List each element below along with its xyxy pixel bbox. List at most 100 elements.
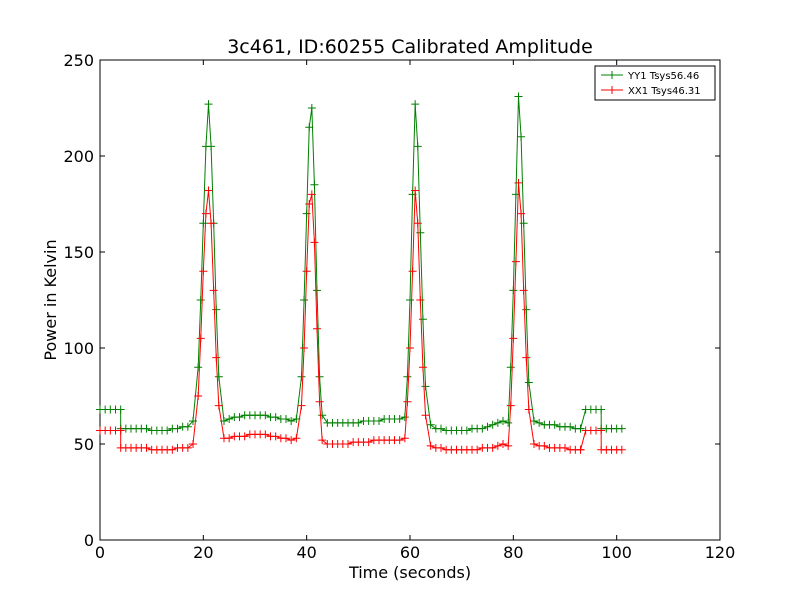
data-point [509,286,518,295]
data-point [421,382,430,391]
data-point [297,401,306,410]
legend-entry-1: XX1 Tsys46.31 [601,86,701,97]
data-point [142,443,151,452]
legend-marker-1 [608,86,616,94]
y-tick-label-0: 0 [84,531,94,550]
data-point [225,434,234,443]
data-point [271,432,280,441]
data-point [473,445,482,454]
data-point [313,286,321,295]
data-point [566,422,575,431]
data-point [426,420,435,429]
data-point [142,424,151,433]
data-point [617,424,626,433]
data-point [400,413,409,422]
data-point [522,305,531,314]
data-point [506,401,515,410]
data-point [406,296,414,304]
data-point [561,443,569,452]
legend-box [594,65,716,101]
data-point [282,415,290,424]
data-point [530,440,538,448]
data-point [519,286,528,295]
data-point [287,436,296,445]
data-point [488,443,497,452]
data-point [199,219,208,228]
y-axis-label: Power in Kelvin [41,239,60,360]
data-point [540,441,549,450]
legend-marker-0 [608,71,616,79]
data-point [437,443,445,452]
data-point [418,315,427,324]
data-point [509,334,518,343]
data-point [313,324,321,333]
data-point [196,296,205,304]
data-point [426,441,435,450]
data-point [483,422,492,431]
data-point [315,397,324,406]
series-0 [96,92,626,435]
x-tick-label-5: 100 [601,543,632,562]
data-point [504,418,513,427]
data-point [240,432,249,441]
data-point [204,100,213,109]
y-tick-label-3: 150 [63,243,94,262]
data-point [207,219,216,228]
data-point [406,344,414,352]
y-tick-label-2: 100 [63,339,94,358]
data-point [354,418,363,427]
data-point [199,267,208,276]
data-point [499,440,507,448]
data-point [209,286,218,295]
data-point [493,418,502,427]
data-point [116,405,125,414]
data-point [214,401,223,410]
data-point [300,296,309,304]
data-point [597,426,606,435]
legend-label-0: YY1 Tsys56.46 [627,71,699,82]
data-point [517,132,526,141]
data-point [225,415,234,424]
x-tick-label-2: 40 [296,543,316,562]
chart-title: 3c461, ID:60255 Calibrated Amplitude [227,36,593,58]
data-point [261,411,270,420]
x-tick-label-4: 80 [503,543,523,562]
data-point [315,372,324,381]
data-point [261,430,270,439]
data-point [310,238,319,247]
series-1 [96,178,626,454]
data-point [413,219,422,228]
data-point [535,418,544,427]
data-point [344,440,352,448]
data-point [493,441,502,450]
data-point [300,344,309,352]
y-tick-label-1: 50 [74,435,94,454]
data-point [488,420,497,429]
data-point [617,445,626,454]
data-point [204,186,213,195]
x-axis-label: Time (seconds) [348,563,471,582]
data-point [576,445,585,454]
data-point [307,104,316,112]
data-point [271,413,280,422]
legend: YY1 Tsys56.46 XX1 Tsys46.31 [594,65,716,101]
data-point [310,180,319,189]
data-point [235,413,244,422]
x-tick-label-3: 60 [400,543,420,562]
data-point [201,209,210,218]
data-point [400,434,409,443]
x-tick-label-1: 20 [193,543,213,562]
data-point [212,305,221,314]
data-point [194,392,203,400]
data-point [297,372,306,381]
data-point [307,190,316,199]
data-point [411,100,420,109]
data-point [522,353,531,362]
data-point [305,200,314,208]
y-tick-label-4: 200 [63,147,94,166]
data-point [418,363,427,372]
data-point [214,372,223,381]
data-point [318,436,327,445]
legend-label-1: XX1 Tsys46.31 [628,86,701,97]
data-point [183,422,192,431]
